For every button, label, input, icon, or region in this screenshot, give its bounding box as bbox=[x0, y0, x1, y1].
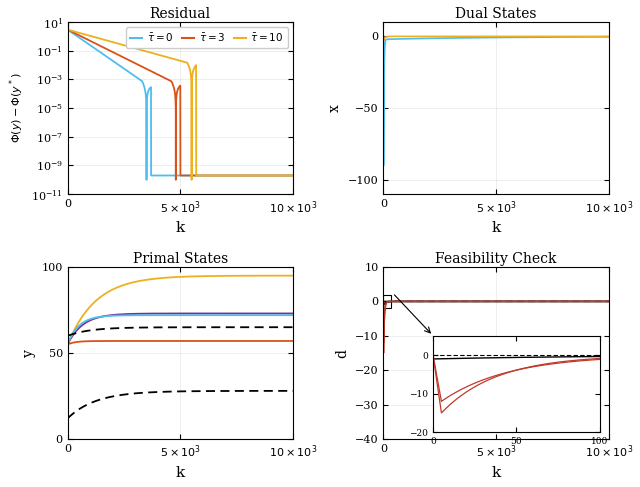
Y-axis label: d: d bbox=[335, 349, 349, 357]
Title: Feasibility Check: Feasibility Check bbox=[435, 252, 557, 266]
X-axis label: k: k bbox=[176, 221, 185, 235]
Title: Residual: Residual bbox=[150, 7, 211, 21]
Legend: $\bar{\tau}=0$, $\bar{\tau}=3$, $\bar{\tau}=10$: $\bar{\tau}=0$, $\bar{\tau}=3$, $\bar{\t… bbox=[126, 27, 288, 48]
Title: Dual States: Dual States bbox=[456, 7, 537, 21]
Y-axis label: y: y bbox=[22, 349, 36, 357]
Title: Primal States: Primal States bbox=[132, 252, 228, 266]
X-axis label: k: k bbox=[492, 466, 501, 480]
X-axis label: k: k bbox=[492, 221, 501, 235]
X-axis label: k: k bbox=[176, 466, 185, 480]
Bar bbox=[383, 295, 392, 308]
Y-axis label: $\Phi(y) - \Phi(y^*)$: $\Phi(y) - \Phi(y^*)$ bbox=[7, 73, 26, 143]
Y-axis label: x: x bbox=[328, 104, 342, 112]
